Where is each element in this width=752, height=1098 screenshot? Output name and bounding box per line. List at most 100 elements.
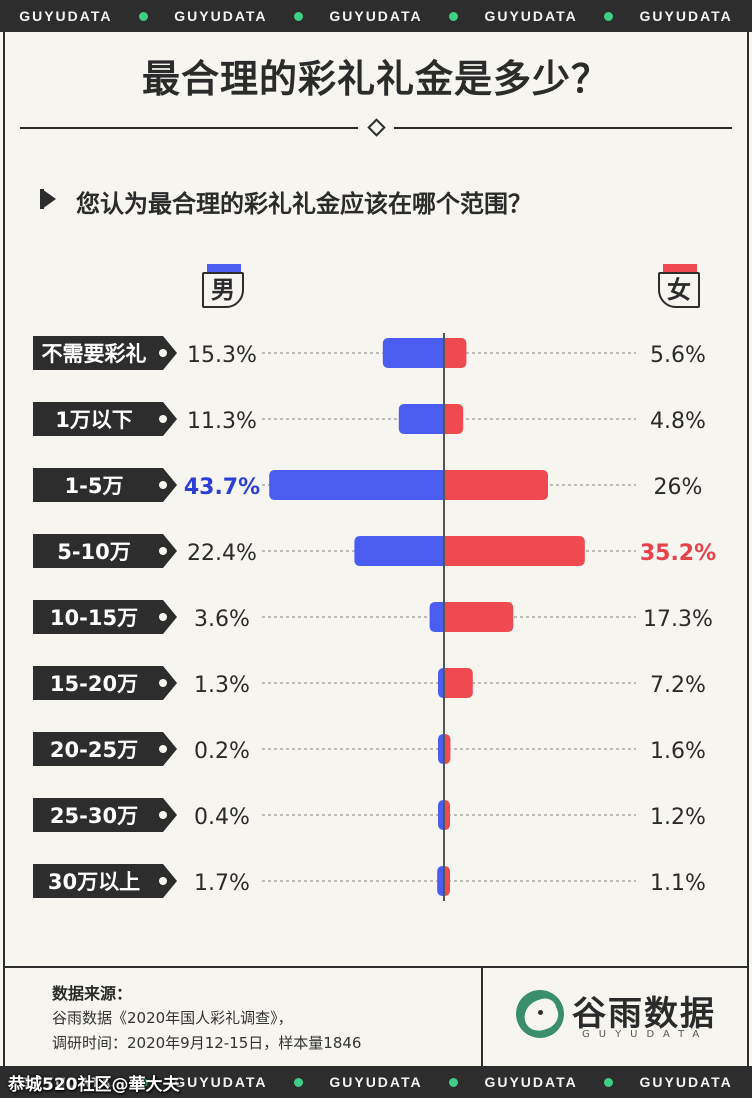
category-label: 25-30万 [50,804,138,828]
category-tag [33,336,177,370]
category-label: 1-5万 [65,474,124,498]
bar-female [444,338,467,368]
legend-female: 女 [658,264,700,310]
ribbon-dot-icon [138,1077,148,1087]
category-tag-hole [159,679,167,687]
brand-subtitle: GUYUDATA [582,1029,709,1040]
brand-logo-icon [516,990,564,1038]
category-tag [33,468,177,502]
male-value-label: 43.7% [184,475,260,500]
legend-male: 男 [202,264,244,310]
category-tag [33,798,177,832]
male-value-label: 0.2% [194,739,250,764]
bar-female [444,734,451,764]
category-label: 10-15万 [50,606,138,630]
top-ribbon: GUYUDATA GUYUDATA GUYUDATA GUYUDATA GUYUDATA [0,0,752,32]
ribbon-text: GUYUDATA [19,8,113,24]
female-value-label: 7.2% [650,673,706,698]
brand-name: 谷雨数据 [572,994,716,1034]
male-value-label: 22.4% [187,541,257,566]
watermark: 恭城520社区@華大夫 [8,1075,180,1095]
bar-male [354,536,444,566]
source-line-1: 谷雨数据《2020年国人彩礼调查》， [52,1009,293,1027]
bar-male [269,470,444,500]
category-label: 20-25万 [50,738,138,762]
male-value-label: 11.3% [187,409,257,434]
ribbon-text: GUYUDATA [174,8,268,24]
ribbon-text: GUYUDATA [484,8,578,24]
category-tag-hole [159,745,167,753]
ribbon-dot-icon [293,1077,303,1087]
category-label: 不需要彩礼 [42,342,147,366]
category-label: 30万以上 [48,870,140,894]
category-tag [33,600,177,634]
ribbon-text: GUYUDATA [329,8,423,24]
category-tag-hole [159,415,167,423]
ribbon-text: GUYUDATA [639,8,733,24]
ribbon-dot-icon [293,11,303,21]
category-tag-hole [159,613,167,621]
category-tag-hole [159,877,167,885]
male-label: 男 [202,272,244,308]
ribbon-dot-icon [138,11,148,21]
source-panel [3,966,749,1066]
bar-male [398,404,444,434]
category-tag [33,534,177,568]
female-value-label: 4.8% [650,409,706,434]
page-title: 最合理的彩礼礼金是多少？ [141,57,610,101]
female-value-label: 1.2% [650,805,706,830]
title-rule-right [394,127,732,129]
bar-female [444,866,450,896]
bar-female [444,404,464,434]
bar-male [437,866,444,896]
bar-female [444,800,450,830]
female-value-label: 17.3% [643,607,713,632]
bar-female [444,602,514,632]
bar-female [444,536,585,566]
female-value-label: 1.6% [650,739,706,764]
category-tag-hole [159,811,167,819]
category-tag [33,666,177,700]
ribbon-text: GUYUDATA [19,1074,113,1090]
ribbon-dot-icon [449,1077,459,1087]
title-rule-left [20,127,358,129]
female-value-label: 26% [654,475,703,500]
female-value-label: 35.2% [640,541,716,566]
ribbon-dot-icon [449,11,459,21]
source-line-2: 调研时间：2020年9月12-15日，样本量1846 [52,1034,362,1052]
category-tag-hole [159,349,167,357]
category-tag [33,402,177,436]
bar-male [382,338,444,368]
male-value-label: 1.7% [194,871,250,896]
chart-question: 您认为最合理的彩礼礼金应该在哪个范围？ [76,190,532,218]
female-value-label: 5.6% [650,343,706,368]
bar-female [444,470,548,500]
male-value-label: 0.4% [194,805,250,830]
source-label: 数据来源： [52,984,133,1003]
category-label: 15-20万 [50,672,138,696]
bar-male [438,734,444,764]
category-tag [33,864,177,898]
male-color-tab [207,264,241,274]
bar-male [438,668,444,698]
ribbon-text: GUYUDATA [484,1074,578,1090]
female-label: 女 [658,272,700,308]
male-value-label: 3.6% [194,607,250,632]
content-frame [3,32,749,1066]
category-label: 1万以下 [55,408,133,432]
ribbon-text: GUYUDATA [174,1074,268,1090]
bar-male [438,800,444,830]
male-value-label: 1.3% [194,673,250,698]
category-label: 5-10万 [57,540,131,564]
source-divider [481,966,483,1066]
male-value-label: 15.3% [187,343,257,368]
category-tag-hole [159,481,167,489]
ribbon-text: GUYUDATA [639,1074,733,1090]
category-tag [33,732,177,766]
category-tag-hole [159,547,167,555]
ribbon-text: GUYUDATA [329,1074,423,1090]
female-color-tab [663,264,697,274]
play-icon [42,189,56,209]
bar-female [444,668,473,698]
